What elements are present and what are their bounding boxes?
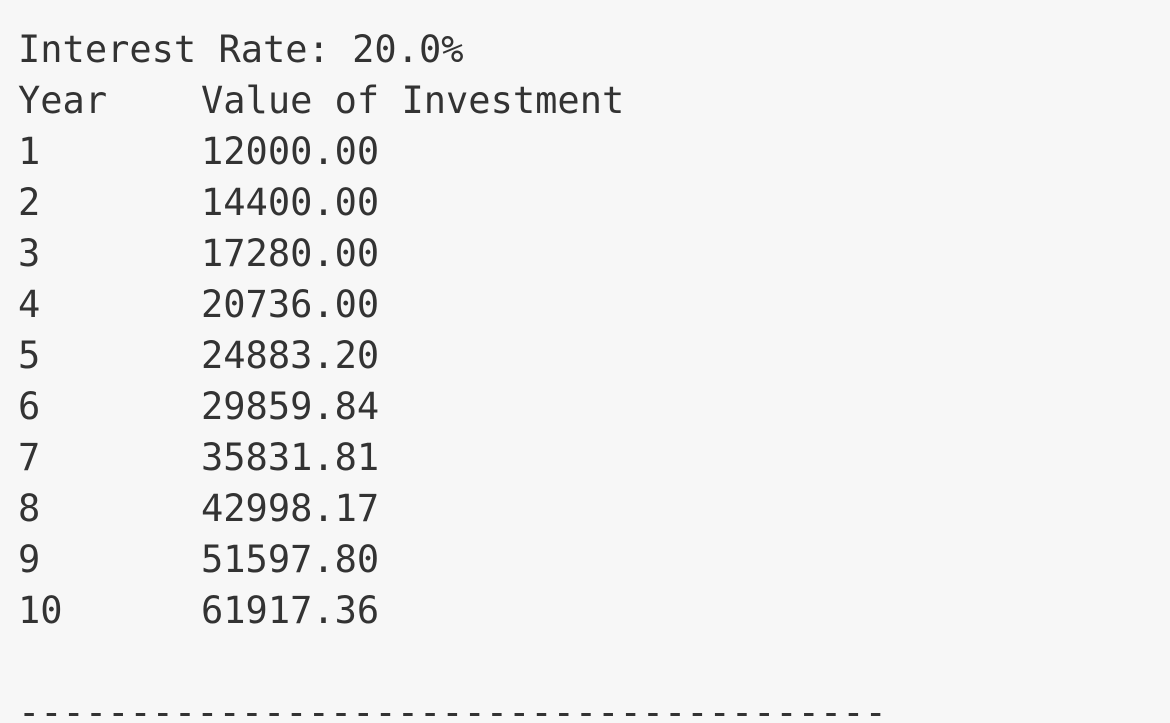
- separator-line: ---------------------------------------: [18, 691, 887, 723]
- table-row: 3 17280.00: [18, 228, 1170, 279]
- table-row: 5 24883.20: [18, 330, 1170, 381]
- year-cell: 3: [18, 232, 41, 275]
- year-cell: 8: [18, 487, 41, 530]
- year-cell: 10: [18, 589, 63, 632]
- value-cell: 35831.81: [201, 436, 380, 479]
- table-row: 10 61917.36: [18, 585, 1170, 636]
- value-column-header: Value of Investment: [201, 79, 625, 122]
- value-cell: 42998.17: [201, 487, 380, 530]
- value-cell: 14400.00: [201, 181, 380, 224]
- year-cell: 2: [18, 181, 41, 224]
- table-row: 9 51597.80: [18, 534, 1170, 585]
- interest-rate-heading: Interest Rate: 20.0%: [18, 28, 464, 71]
- year-cell: 4: [18, 283, 41, 326]
- year-cell: 7: [18, 436, 41, 479]
- table-row: 7 35831.81: [18, 432, 1170, 483]
- table-row: 2 14400.00: [18, 177, 1170, 228]
- year-cell: 6: [18, 385, 41, 428]
- value-cell: 17280.00: [201, 232, 380, 275]
- value-cell: 29859.84: [201, 385, 380, 428]
- year-cell: 5: [18, 334, 41, 377]
- investment-table-rows: 1 12000.00 2 14400.00 3 17280.00 4 20736…: [18, 126, 1170, 636]
- value-cell: 61917.36: [201, 589, 380, 632]
- table-row: 4 20736.00: [18, 279, 1170, 330]
- value-cell: 51597.80: [201, 538, 380, 581]
- value-cell: 20736.00: [201, 283, 380, 326]
- blank-line: [18, 636, 1170, 687]
- year-cell: 1: [18, 130, 41, 173]
- value-cell: 12000.00: [201, 130, 380, 173]
- year-cell: 9: [18, 538, 41, 581]
- year-column-header: Year: [18, 79, 108, 122]
- table-row: 8 42998.17: [18, 483, 1170, 534]
- table-row: 6 29859.84: [18, 381, 1170, 432]
- table-row: 1 12000.00: [18, 126, 1170, 177]
- table-header: Year Value of Investment: [18, 75, 1170, 126]
- value-cell: 24883.20: [201, 334, 380, 377]
